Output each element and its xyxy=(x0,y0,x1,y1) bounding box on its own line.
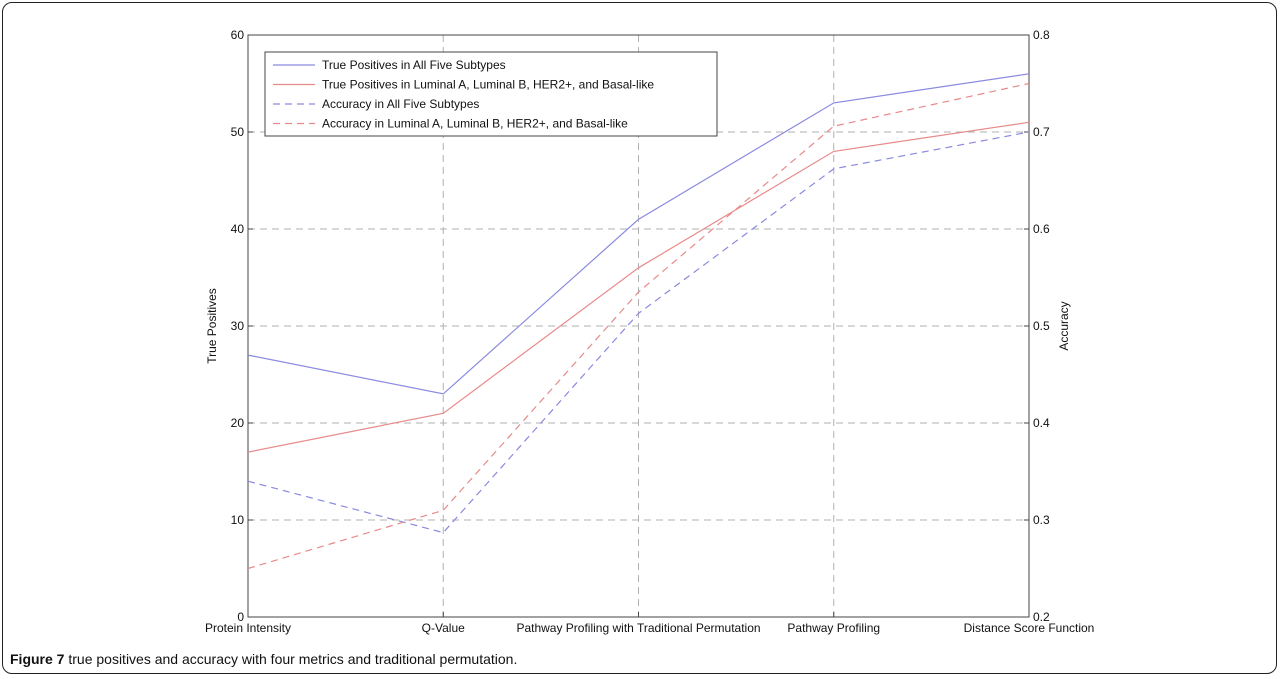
y-axis-label: True Positives xyxy=(205,288,219,364)
y2-axis-label: Accuracy xyxy=(1057,301,1071,350)
left-tick-label: 60 xyxy=(231,28,245,42)
left-tick-label: 30 xyxy=(231,319,245,333)
legend-box xyxy=(264,51,718,137)
right-tick-label: 0.4 xyxy=(1033,416,1050,430)
left-axis-ticks: 0 10 20 30 40 50 60 xyxy=(231,28,253,624)
line-chart: 0 10 20 30 40 50 60 0.2 0.3 0.4 0.5 0.6 0.7 0.8 Prot… xyxy=(205,28,1094,635)
series-lines xyxy=(247,73,1030,570)
x-tick-label: Q-Value xyxy=(422,621,465,635)
right-tick-label: 0.6 xyxy=(1033,222,1050,236)
x-axis-ticks: Protein Intensity Q-Value Pathway Profilin… xyxy=(205,612,1094,635)
right-tick-label: 0.8 xyxy=(1033,28,1050,42)
right-tick-label: 0.2 xyxy=(1033,610,1050,624)
x-tick-label: Protein Intensity xyxy=(205,621,291,635)
caption-text: true positives and accuracy with four me… xyxy=(64,651,514,667)
right-tick-label: 0.3 xyxy=(1033,513,1050,527)
figure-caption: Figure 7 true positives and accuracy wit… xyxy=(10,651,517,667)
left-tick-label: 10 xyxy=(231,513,245,527)
x-tick-label: Pathway Profiling xyxy=(787,621,880,635)
legend: True Positives in All Five Subtypes True … xyxy=(264,51,718,137)
caption-label: Figure 7 xyxy=(10,651,65,667)
left-tick-label: 40 xyxy=(231,222,245,236)
legend-entry: True Positives in Luminal A, Luminal B, … xyxy=(322,78,654,92)
x-tick-label: Pathway Profiling with Traditional Permu… xyxy=(516,621,760,635)
x-tick-label: Distance Score Function xyxy=(964,621,1095,635)
caption-period: . xyxy=(513,651,518,667)
right-tick-label: 0.5 xyxy=(1033,319,1050,333)
left-tick-label: 20 xyxy=(231,416,245,430)
legend-entry: True Positives in All Five Subtypes xyxy=(322,58,506,72)
left-tick-label: 0 xyxy=(237,610,244,624)
legend-entry: Accuracy in All Five Subtypes xyxy=(322,97,479,111)
right-axis-ticks: 0.2 0.3 0.4 0.5 0.6 0.7 0.8 xyxy=(1024,28,1050,624)
right-tick-label: 0.7 xyxy=(1033,125,1050,139)
legend-entry: Accuracy in Luminal A, Luminal B, HER2+,… xyxy=(322,117,628,131)
left-tick-label: 50 xyxy=(231,125,245,139)
